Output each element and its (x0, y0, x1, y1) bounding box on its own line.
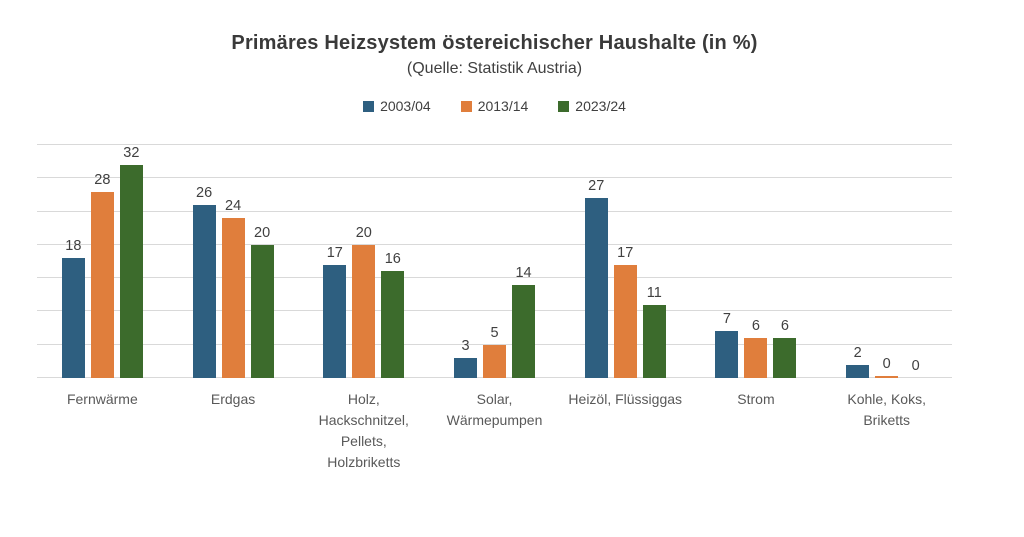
category-label-heizöl-flüssiggas: Heizöl, Flüssiggas (568, 391, 683, 407)
legend-label: 2023/24 (575, 98, 626, 114)
legend-swatch-icon (558, 100, 570, 112)
bar-group-strom: 7 6 6 (691, 145, 822, 378)
bar-value-label: 6 (780, 318, 789, 334)
bar-column: 18 (61, 145, 85, 378)
bar-column: 17 (613, 145, 637, 378)
bar-column: 20 (352, 145, 376, 378)
bar-2013-14 (483, 345, 507, 378)
bar-value-label: 6 (751, 318, 760, 334)
bar-2023-24 (642, 305, 666, 378)
bar-value-label: 20 (355, 225, 372, 241)
bar-column: 2 (846, 145, 870, 378)
bar-group-heizöl-flüssiggas: 27 17 11 (560, 145, 691, 378)
plot-area: 18 28 32 26 24 20 17 20 16 3 5 14 27 17 11 7 6 6 2 0 0 (37, 144, 952, 378)
category-label-holz: Holz, Hackschnitzel, Pellets, Holzbriket… (318, 391, 409, 470)
bar-column: 6 (744, 145, 768, 378)
category-axis: Fernwärme Erdgas Holz, Hackschnitzel, Pell… (37, 389, 952, 473)
bar-value-label: 16 (384, 251, 401, 267)
bar-column: 0 (875, 145, 899, 378)
bar-group-kohle-koks: 2 0 0 (821, 145, 952, 378)
bar-column: 0 (904, 145, 927, 378)
bar-value-label: 14 (515, 265, 532, 281)
bar-2013-14 (352, 245, 376, 378)
bar-2023-24 (773, 338, 797, 378)
bar-column: 11 (642, 145, 666, 378)
bar-value-label: 17 (326, 245, 343, 261)
bar-2003-04 (846, 365, 870, 378)
bar-column: 26 (192, 145, 216, 378)
bar-2013-14 (90, 192, 114, 378)
bar-column: 5 (483, 145, 507, 378)
bar-value-label: 26 (196, 185, 213, 201)
bar-column: 14 (512, 145, 536, 378)
bar-2003-04 (192, 205, 216, 378)
bar-group-solar: 3 5 14 (429, 145, 560, 378)
bar-column: 28 (90, 145, 114, 378)
category-label-kohle-koks: Kohle, Koks, Briketts (847, 391, 926, 428)
bar-column: 7 (715, 145, 739, 378)
legend-item-2023-24: 2023/24 (558, 98, 626, 114)
bar-column: 6 (773, 145, 797, 378)
bar-value-label: 11 (646, 285, 662, 301)
legend-label: 2013/14 (477, 98, 529, 114)
bar-value-label: 17 (617, 245, 634, 261)
bar-value-label: 0 (911, 358, 920, 374)
category-label-fernwärme: Fernwärme (66, 391, 138, 407)
bar-2003-04 (323, 265, 347, 378)
bar-column: 16 (381, 145, 405, 378)
category-label-erdgas: Erdgas (210, 391, 256, 407)
bars-layer: 18 28 32 26 24 20 17 20 16 3 5 14 27 17 11 7 6 6 2 0 0 (37, 145, 952, 378)
bar-2013-14 (613, 265, 637, 378)
bar-value-label: 7 (722, 311, 731, 327)
bar-2003-04 (61, 258, 85, 378)
bar-value-label: 20 (254, 225, 271, 241)
bar-column: 3 (454, 145, 478, 378)
legend-item-2003-04: 2003/04 (363, 98, 431, 114)
bar-group-fernwärme: 18 28 32 (37, 145, 168, 378)
legend: 2003/04 2013/14 2023/24 (37, 98, 952, 114)
bar-column: 24 (221, 145, 245, 378)
bar-2023-24 (250, 245, 274, 378)
bar-value-label: 3 (461, 338, 470, 354)
chart-title: Primäres Heizsystem östereichischer Haus… (231, 32, 758, 54)
bar-2023-24 (381, 271, 405, 378)
bar-value-label: 18 (65, 238, 82, 254)
category-label-solar: Solar, Wärmepumpen (446, 391, 543, 428)
chart-subtitle: (Quelle: Statistik Austria) (406, 60, 583, 77)
bar-value-label: 0 (882, 356, 891, 372)
gridline (37, 277, 952, 279)
bar-value-label: 32 (123, 145, 140, 161)
legend-item-2013-14: 2013/14 (460, 98, 529, 114)
bar-group-holz: 17 20 16 (298, 145, 429, 378)
bar-column: 32 (119, 145, 143, 378)
bar-2023-24 (512, 285, 536, 378)
legend-swatch-icon (460, 100, 472, 112)
bar-group-erdgas: 26 24 20 (168, 145, 299, 378)
bar-2003-04 (584, 198, 608, 378)
bar-value-label: 5 (490, 325, 499, 341)
bar-value-label: 27 (588, 178, 605, 194)
gridline (37, 144, 952, 145)
bar-2013-14 (744, 338, 768, 378)
gridline (37, 177, 952, 179)
gridline (37, 243, 952, 245)
gridline (37, 310, 952, 312)
bar-value-label: 28 (94, 172, 111, 188)
bar-value-label: 24 (225, 198, 242, 214)
gridline (37, 210, 952, 212)
bar-2003-04 (454, 358, 478, 378)
bar-column: 20 (250, 145, 274, 378)
gridline (37, 343, 952, 345)
bar-2023-24 (119, 165, 143, 378)
bar-2013-14 (875, 376, 899, 378)
legend-swatch-icon (363, 100, 375, 112)
bar-2003-04 (715, 331, 739, 378)
category-label-strom: Strom (737, 391, 775, 407)
bar-value-label: 2 (853, 345, 862, 361)
bar-2013-14 (221, 218, 245, 378)
bar-column: 17 (323, 145, 347, 378)
bar-column: 27 (584, 145, 608, 378)
legend-label: 2003/04 (380, 98, 431, 114)
